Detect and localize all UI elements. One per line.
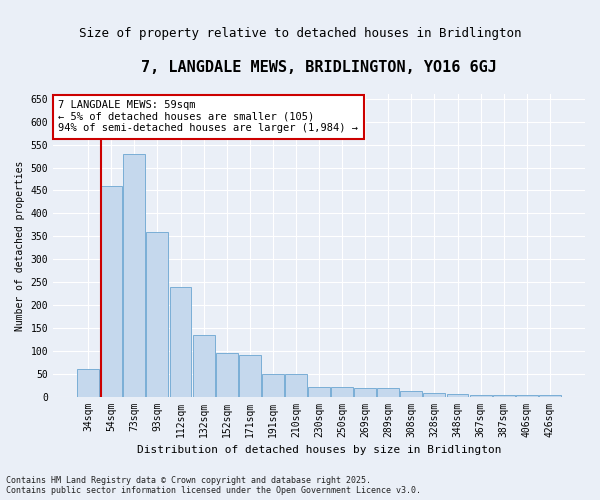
- Bar: [516, 394, 538, 396]
- Bar: [331, 388, 353, 396]
- Bar: [539, 394, 561, 396]
- Text: Contains HM Land Registry data © Crown copyright and database right 2025.
Contai: Contains HM Land Registry data © Crown c…: [6, 476, 421, 495]
- Bar: [193, 334, 215, 396]
- Bar: [262, 374, 284, 396]
- Bar: [470, 394, 491, 396]
- Bar: [216, 353, 238, 397]
- Bar: [446, 394, 469, 396]
- Bar: [77, 369, 99, 396]
- Bar: [146, 232, 169, 396]
- Y-axis label: Number of detached properties: Number of detached properties: [15, 160, 25, 330]
- Bar: [493, 394, 515, 396]
- Bar: [354, 388, 376, 396]
- Bar: [100, 186, 122, 396]
- Bar: [239, 356, 261, 397]
- Bar: [400, 391, 422, 396]
- Title: 7, LANGDALE MEWS, BRIDLINGTON, YO16 6GJ: 7, LANGDALE MEWS, BRIDLINGTON, YO16 6GJ: [141, 60, 497, 75]
- Bar: [124, 154, 145, 396]
- Bar: [424, 393, 445, 396]
- Bar: [308, 388, 330, 396]
- Text: Size of property relative to detached houses in Bridlington: Size of property relative to detached ho…: [79, 28, 521, 40]
- Bar: [285, 374, 307, 396]
- Text: 7 LANGDALE MEWS: 59sqm
← 5% of detached houses are smaller (105)
94% of semi-det: 7 LANGDALE MEWS: 59sqm ← 5% of detached …: [58, 100, 358, 134]
- X-axis label: Distribution of detached houses by size in Bridlington: Distribution of detached houses by size …: [137, 445, 501, 455]
- Bar: [377, 388, 399, 396]
- Bar: [170, 286, 191, 397]
